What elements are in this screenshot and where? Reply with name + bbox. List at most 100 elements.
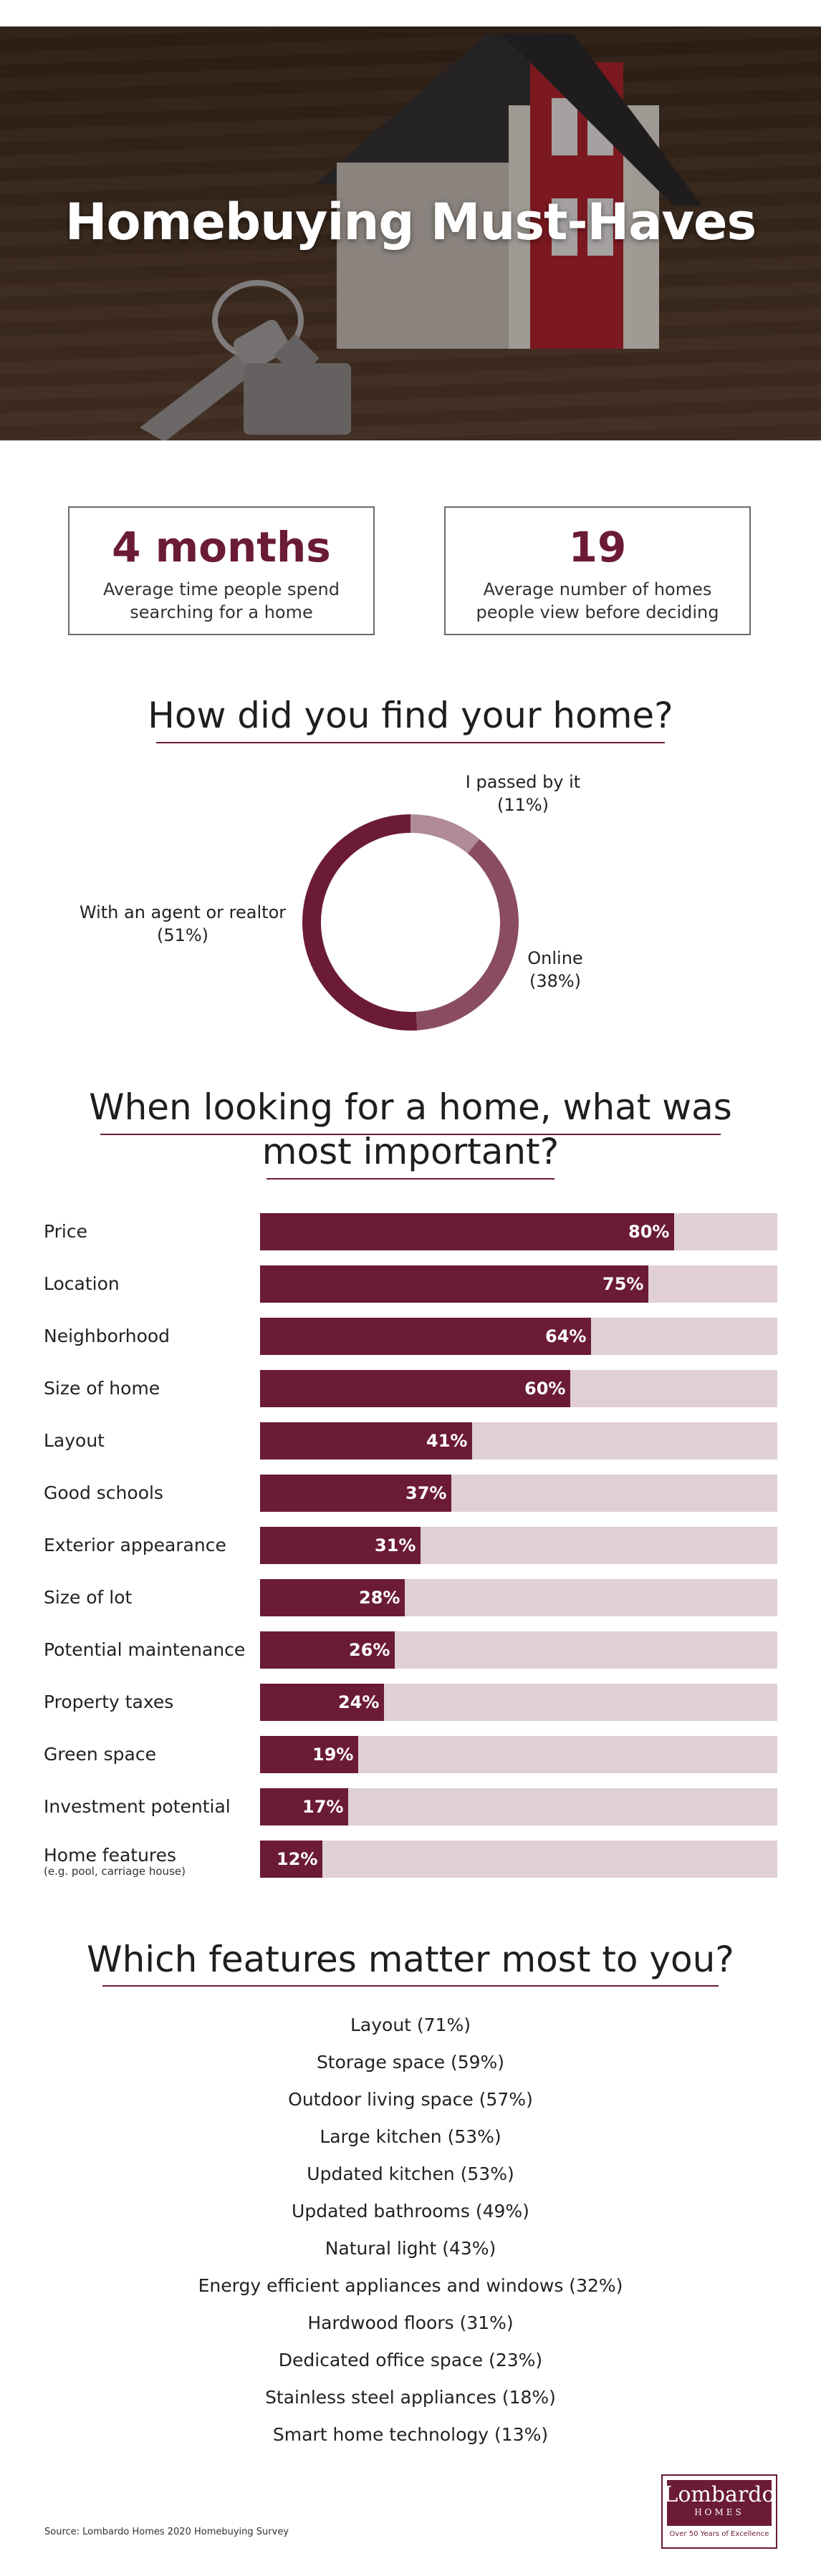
feature-item: Updated bathrooms (49%) xyxy=(292,2201,529,2222)
donut-label-name: I passed by it xyxy=(465,772,581,792)
bar-value-label: 19% xyxy=(312,1745,354,1765)
bar-row: Exterior appearance 31% xyxy=(0,1527,821,1564)
donut-label-value: (51%) xyxy=(156,925,209,945)
bar-label: Home features xyxy=(44,1845,177,1866)
bar-track: 31% xyxy=(260,1527,777,1564)
donut-label-name: Online xyxy=(527,948,583,968)
bar-value-label: 12% xyxy=(277,1849,318,1869)
bar-row: Location 75% xyxy=(0,1265,821,1303)
bar-fill xyxy=(260,1527,421,1564)
bar-label: Layout xyxy=(44,1430,105,1451)
stat-box-homes-viewed: 19 Average number of homes people view b… xyxy=(444,506,751,635)
section-title-important: When looking for a home, what was most i… xyxy=(0,1085,821,1174)
bar-value-label: 75% xyxy=(602,1274,644,1294)
bar-value-label: 24% xyxy=(338,1692,380,1712)
bar-fill xyxy=(260,1631,395,1669)
section-title-find-home: How did you find your home? xyxy=(148,695,673,736)
donut-label-online: Online (38%) xyxy=(519,947,591,993)
page-title: Homebuying Must-Haves xyxy=(64,193,757,251)
bar-value-label: 37% xyxy=(405,1483,447,1503)
bar-fill xyxy=(260,1422,472,1460)
bar-row: Layout 41% xyxy=(0,1422,821,1460)
bar-row: Price 80% xyxy=(0,1213,821,1250)
donut-label-value: (38%) xyxy=(529,971,582,991)
source-note: Source: Lombardo Homes 2020 Homebuying S… xyxy=(44,2527,289,2537)
bar-track: 37% xyxy=(260,1475,777,1512)
bar-sublabel: (e.g. pool, carriage house) xyxy=(44,1865,186,1878)
bar-row: Green space 19% xyxy=(0,1736,821,1773)
bar-row: Neighborhood 64% xyxy=(0,1318,821,1355)
bar-fill xyxy=(260,1579,405,1616)
bar-track: 26% xyxy=(260,1631,777,1669)
stat-description: Average number of homes people view befo… xyxy=(476,579,719,622)
bar-fill xyxy=(260,1841,322,1878)
bar-fill xyxy=(260,1684,384,1721)
section-title-line: most important? xyxy=(261,1131,560,1172)
logo-name: Lombardo xyxy=(663,2482,775,2507)
bar-row: Property taxes 24% xyxy=(0,1684,821,1721)
bar-fill xyxy=(260,1318,591,1355)
section-underline xyxy=(267,1178,554,1180)
donut-slice-i-passed-by-it xyxy=(410,814,480,854)
bar-track: 75% xyxy=(260,1265,777,1303)
bar-value-label: 64% xyxy=(545,1326,587,1346)
logo-band xyxy=(667,2480,772,2526)
bar-track: 41% xyxy=(260,1422,777,1460)
donut-label-name: With an agent or realtor xyxy=(79,902,287,922)
bar-row: Potential maintenance 26% xyxy=(0,1631,821,1669)
feature-item: Dedicated office space (23%) xyxy=(278,2350,543,2370)
bar-fill xyxy=(260,1265,648,1303)
stat-value: 4 months xyxy=(112,523,331,571)
hero-dark-overlay xyxy=(0,26,821,440)
bar-value-label: 41% xyxy=(426,1431,468,1451)
donut-label-agent: With an agent or realtor (51%) xyxy=(64,901,301,947)
bar-label: Property taxes xyxy=(44,1692,174,1712)
bar-label: Size of lot xyxy=(44,1587,133,1608)
bar-track: 60% xyxy=(260,1370,777,1407)
stat-box-search-time: 4 months Average time people spend searc… xyxy=(68,506,375,635)
donut-slice-with-an-agent-or-realtor xyxy=(302,814,418,1031)
logo-tagline: Over 50 Years of Excellence xyxy=(669,2530,769,2538)
bar-label: Green space xyxy=(44,1744,156,1765)
bar-label: Investment potential xyxy=(44,1796,231,1817)
logo-sub: HOMES xyxy=(694,2507,744,2517)
bar-label: Size of home xyxy=(44,1378,160,1399)
feature-item: Layout (71%) xyxy=(350,2015,471,2035)
donut-label-passed-by: I passed by it (11%) xyxy=(416,771,630,816)
feature-item: Energy efficient appliances and windows … xyxy=(198,2275,623,2296)
brand-logo: Lombardo HOMES Over 50 Years of Excellen… xyxy=(661,2474,777,2549)
bar-row: Home features (e.g. pool, carriage house)… xyxy=(0,1841,821,1878)
bar-track: 12% xyxy=(260,1841,777,1878)
bar-value-label: 80% xyxy=(628,1222,670,1242)
bar-row: Size of lot 28% xyxy=(0,1579,821,1616)
bar-value-label: 17% xyxy=(302,1797,344,1817)
feature-item: Updated kitchen (53%) xyxy=(307,2163,514,2184)
bar-track: 28% xyxy=(260,1579,777,1616)
bar-track: 64% xyxy=(260,1318,777,1355)
bar-track: 80% xyxy=(260,1213,777,1250)
bar-value-label: 28% xyxy=(359,1588,400,1608)
bar-label: Neighborhood xyxy=(44,1326,171,1346)
bar-row: Investment potential 17% xyxy=(0,1788,821,1825)
bar-value-label: 26% xyxy=(349,1640,390,1660)
section-underline xyxy=(102,1985,719,1987)
feature-item: Natural light (43%) xyxy=(325,2238,496,2259)
bar-track: 24% xyxy=(260,1684,777,1721)
section-title-line: When looking for a home, what was xyxy=(89,1086,732,1128)
bar-value-label: 60% xyxy=(524,1379,566,1399)
feature-item: Smart home technology (13%) xyxy=(272,2424,549,2445)
stat-description: Average time people spend searching for … xyxy=(103,579,340,622)
hero-banner: Homebuying Must-Haves xyxy=(0,26,821,440)
feature-item: Outdoor living space (57%) xyxy=(288,2089,533,2110)
bar-track: 17% xyxy=(260,1788,777,1825)
bar-row: Size of home 60% xyxy=(0,1370,821,1407)
section-underline xyxy=(156,742,665,743)
bar-fill xyxy=(260,1475,451,1512)
bar-row: Good schools 37% xyxy=(0,1475,821,1512)
feature-item: Stainless steel appliances (18%) xyxy=(265,2387,556,2408)
feature-item: Hardwood floors (31%) xyxy=(307,2312,514,2333)
bar-fill xyxy=(260,1788,348,1825)
keys-illustration xyxy=(140,280,351,440)
bar-label: Good schools xyxy=(44,1482,163,1503)
donut-label-value: (11%) xyxy=(496,795,549,815)
